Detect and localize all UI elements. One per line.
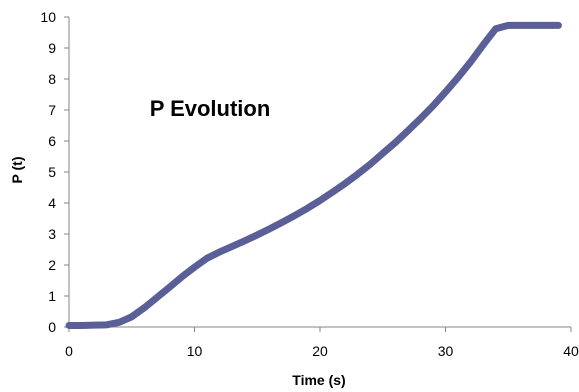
data-point	[417, 116, 423, 122]
data-point	[116, 319, 122, 325]
data-point	[530, 22, 536, 28]
y-tick-label: 9	[48, 40, 56, 56]
data-point	[229, 243, 235, 249]
data-point	[179, 274, 185, 280]
data-point	[468, 59, 474, 65]
y-tick-label: 5	[48, 164, 56, 180]
tick-labels: 0 1 2 3 4 5 6 7 8 9 10 0 10 20 30 40	[40, 9, 579, 359]
data-point	[267, 226, 273, 232]
data-point	[480, 42, 486, 48]
y-tick-label: 8	[48, 71, 56, 87]
data-point	[254, 232, 260, 238]
y-tick-label: 3	[48, 226, 56, 242]
data-point	[129, 314, 135, 320]
data-point	[204, 255, 210, 261]
data-point	[292, 212, 298, 218]
data-point	[405, 128, 411, 134]
x-tick-label: 40	[563, 343, 579, 359]
data-point	[493, 26, 499, 32]
data-point	[380, 150, 386, 156]
data-point	[104, 322, 110, 328]
x-tick-label: 20	[312, 343, 328, 359]
x-tick-label: 0	[65, 343, 73, 359]
data-point	[442, 89, 449, 95]
y-tick-label: 4	[48, 195, 56, 211]
y-tick-label: 0	[48, 319, 56, 335]
data-point	[329, 189, 336, 195]
data-point	[279, 219, 285, 225]
data-point	[166, 284, 172, 290]
y-tick-label: 6	[48, 133, 56, 149]
data-point	[154, 294, 160, 301]
data-point	[242, 238, 248, 244]
series-group	[65, 21, 562, 329]
data-point	[505, 22, 511, 28]
data-point	[518, 22, 524, 28]
data-point	[191, 264, 198, 270]
data-point	[217, 249, 223, 255]
y-tick-label: 1	[48, 288, 56, 304]
data-point	[317, 197, 323, 204]
data-point	[141, 305, 147, 311]
data-point	[91, 322, 97, 328]
x-tick-label: 30	[438, 343, 454, 359]
y-tick-label: 7	[48, 102, 56, 118]
series-line-0	[65, 21, 562, 329]
x-axis-title: Time (s)	[292, 372, 345, 388]
y-tick-label: 2	[48, 257, 56, 273]
data-point	[66, 322, 72, 329]
data-point	[392, 139, 398, 146]
x-tick-label: 10	[187, 343, 203, 359]
data-point	[342, 180, 348, 187]
data-point	[367, 161, 373, 167]
axes	[64, 16, 572, 332]
y-axis-title: P (t)	[9, 157, 25, 184]
data-point	[304, 205, 311, 211]
chart-title: P Evolution	[150, 96, 271, 121]
data-point	[455, 74, 461, 81]
data-point	[543, 22, 549, 28]
data-point	[555, 22, 562, 28]
data-point	[355, 171, 361, 177]
data-point	[78, 322, 85, 329]
data-point	[430, 103, 436, 109]
y-tick-label: 10	[40, 9, 56, 25]
